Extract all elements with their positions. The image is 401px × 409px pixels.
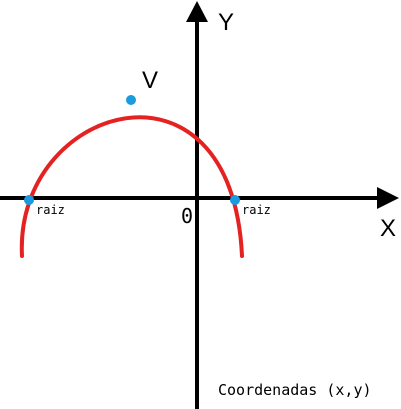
x-axis-label: X: [380, 215, 396, 242]
vertex-point: [126, 95, 136, 105]
vertex-label: V: [142, 67, 158, 94]
y-axis-label: Y: [218, 9, 234, 36]
parabola-curve: [19, 115, 244, 258]
origin-label: 0: [181, 204, 193, 228]
root-left-point: [24, 195, 34, 205]
root-right-point: [230, 195, 240, 205]
root-left-label: raiz: [36, 203, 65, 217]
caption: Coordenadas (x,y): [218, 381, 372, 399]
x-axis-arrow-icon: [377, 187, 399, 209]
root-right-label: raiz: [242, 203, 271, 217]
y-axis-arrow-icon: [186, 1, 208, 22]
